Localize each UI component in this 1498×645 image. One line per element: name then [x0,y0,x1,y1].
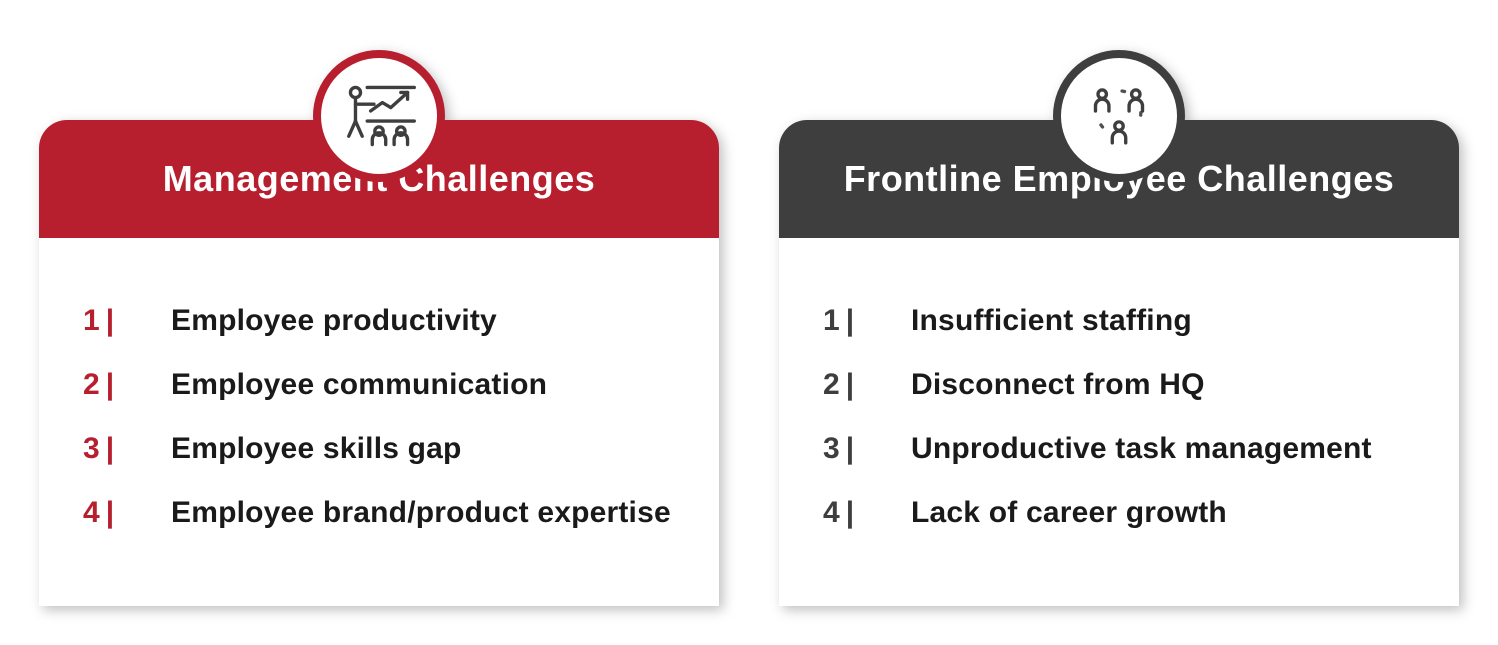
item-number: 2| [83,368,171,402]
item-label: Lack of career growth [911,496,1227,530]
item-number: 3| [83,432,171,466]
item-label: Employee communication [171,368,547,402]
icon-badge-frontline [1053,50,1185,182]
item-number: 3| [823,432,911,466]
item-label: Unproductive task management [911,432,1372,466]
list-item: 3| Employee skills gap [83,432,675,466]
card-header-frontline: Frontline Employee Challenges [779,120,1459,238]
list-item: 3| Unproductive task management [823,432,1415,466]
team-network-icon [1077,74,1161,158]
cards-container: Management Challenges 1| Employee produc… [0,0,1498,606]
item-label: Insufficient staffing [911,304,1192,338]
list-item: 2| Employee communication [83,368,675,402]
card-body-management: 1| Employee productivity 2| Employee com… [39,238,719,606]
icon-badge-management [313,50,445,182]
item-label: Disconnect from HQ [911,368,1205,402]
item-label: Employee productivity [171,304,497,338]
list-item: 4| Employee brand/product expertise [83,496,675,530]
list-item: 2| Disconnect from HQ [823,368,1415,402]
presenter-chart-icon [337,74,421,158]
item-label: Employee brand/product expertise [171,496,671,530]
item-number: 4| [83,496,171,530]
card-body-frontline: 1| Insufficient staffing 2| Disconnect f… [779,238,1459,606]
card-management: Management Challenges 1| Employee produc… [39,120,719,606]
card-header-management: Management Challenges [39,120,719,238]
card-frontline: Frontline Employee Challenges 1| Insuffi… [779,120,1459,606]
item-number: 1| [83,304,171,338]
item-label: Employee skills gap [171,432,462,466]
list-item: 1| Employee productivity [83,304,675,338]
item-number: 1| [823,304,911,338]
list-item: 1| Insufficient staffing [823,304,1415,338]
list-item: 4| Lack of career growth [823,496,1415,530]
item-number: 2| [823,368,911,402]
item-number: 4| [823,496,911,530]
